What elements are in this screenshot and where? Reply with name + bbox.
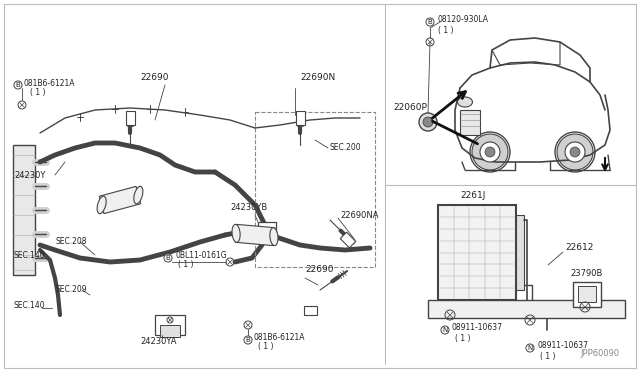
Bar	[160, 325, 180, 337]
Text: N: N	[442, 327, 447, 333]
Text: 23790B: 23790B	[570, 269, 602, 278]
Text: ( 1 ): ( 1 )	[438, 26, 454, 35]
Text: B: B	[15, 82, 20, 88]
Circle shape	[485, 147, 495, 157]
Text: 08911-10637: 08911-10637	[537, 341, 588, 350]
Bar	[460, 110, 480, 135]
Text: ( 1 ): ( 1 )	[178, 260, 193, 269]
Bar	[573, 282, 601, 307]
Ellipse shape	[232, 224, 240, 242]
Text: N: N	[527, 345, 532, 351]
Text: 24230YA: 24230YA	[140, 337, 177, 346]
Polygon shape	[99, 186, 141, 214]
Circle shape	[472, 134, 508, 170]
Bar	[155, 315, 185, 335]
Text: 22690: 22690	[305, 266, 333, 275]
Bar	[428, 300, 625, 318]
Text: 22690NA: 22690NA	[340, 211, 378, 219]
Text: ( 1 ): ( 1 )	[258, 343, 273, 352]
Text: 081B6-6121A: 081B6-6121A	[24, 78, 76, 87]
Bar	[258, 222, 276, 236]
Text: 22612: 22612	[565, 244, 593, 253]
Bar	[516, 215, 524, 290]
Polygon shape	[340, 232, 356, 248]
Text: 22690: 22690	[141, 73, 169, 82]
Ellipse shape	[458, 97, 472, 107]
Polygon shape	[296, 111, 305, 125]
Circle shape	[557, 134, 593, 170]
Polygon shape	[236, 224, 275, 246]
Bar	[255, 112, 375, 267]
Polygon shape	[303, 305, 317, 314]
Text: SEC.140: SEC.140	[14, 250, 45, 260]
Ellipse shape	[97, 196, 106, 214]
Text: SEC.200: SEC.200	[330, 144, 362, 153]
Text: 081B6-6121A: 081B6-6121A	[254, 333, 305, 341]
Text: 08120-930LA: 08120-930LA	[437, 16, 488, 25]
Text: ( 1 ): ( 1 )	[540, 352, 556, 360]
Text: 08911-10637: 08911-10637	[452, 324, 503, 333]
Text: SEC.209: SEC.209	[55, 285, 86, 295]
Text: 0BL11-0161G: 0BL11-0161G	[175, 251, 227, 260]
Text: SEC.140: SEC.140	[14, 301, 45, 310]
Circle shape	[423, 117, 433, 127]
Ellipse shape	[134, 186, 143, 204]
Text: 2261J: 2261J	[460, 190, 485, 199]
Text: B: B	[166, 255, 170, 261]
Text: ( 1 ): ( 1 )	[30, 87, 45, 96]
Text: B: B	[428, 19, 433, 25]
Text: ( 1 ): ( 1 )	[455, 334, 470, 343]
Bar	[438, 205, 516, 300]
Circle shape	[480, 142, 500, 162]
Ellipse shape	[270, 228, 278, 246]
Text: SEC.208: SEC.208	[55, 237, 86, 247]
Bar	[13, 145, 35, 275]
Text: 22060P: 22060P	[393, 103, 427, 112]
Circle shape	[419, 113, 437, 131]
Bar	[578, 286, 596, 302]
Polygon shape	[125, 111, 134, 125]
Circle shape	[565, 142, 585, 162]
Text: 24230YB: 24230YB	[230, 203, 268, 212]
Text: JPP60090: JPP60090	[581, 349, 620, 358]
Text: B: B	[246, 337, 250, 343]
Text: 24230Y: 24230Y	[14, 170, 45, 180]
Text: 22690N: 22690N	[300, 73, 335, 82]
Circle shape	[570, 147, 580, 157]
